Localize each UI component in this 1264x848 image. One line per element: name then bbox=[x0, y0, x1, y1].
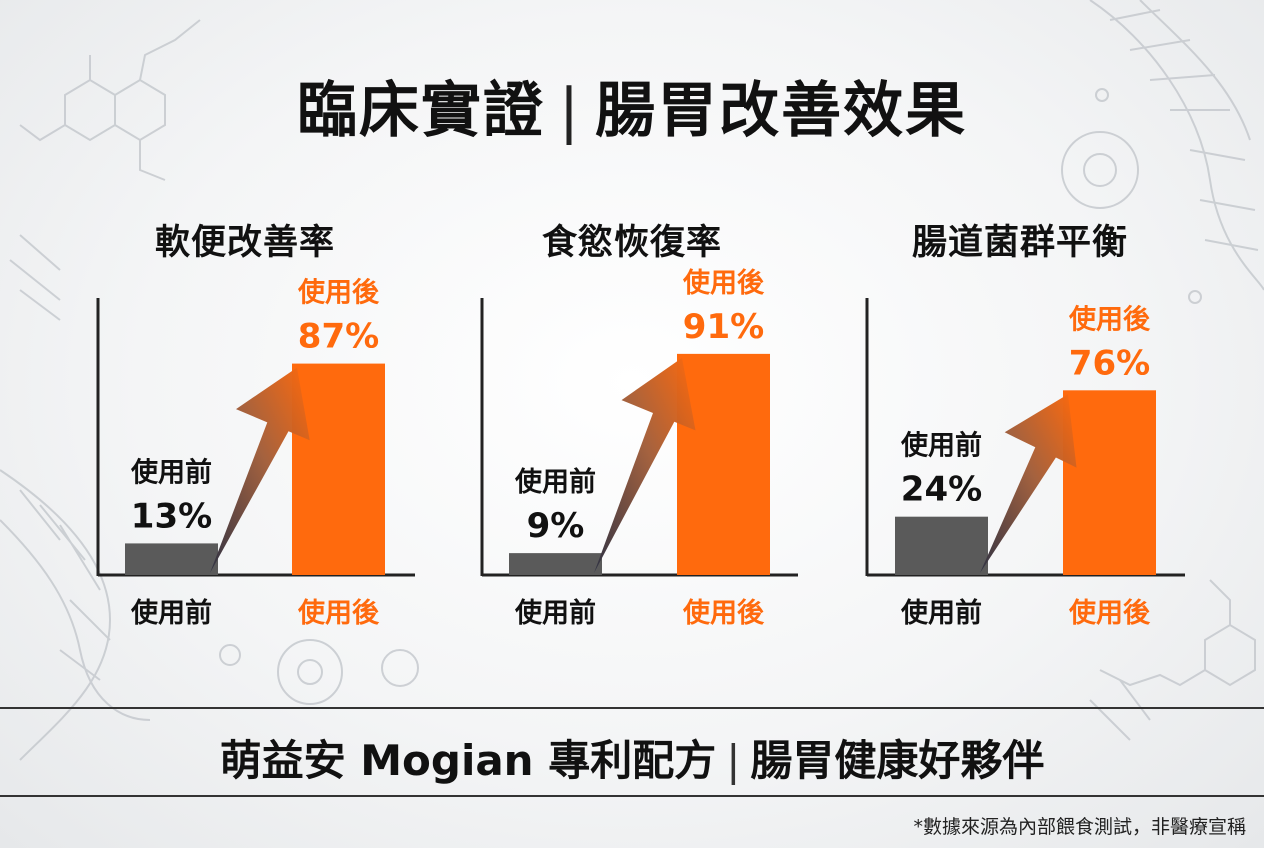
bar-before bbox=[509, 553, 602, 575]
footer-slogan: 萌益安 Mogian 專利配方 | 腸胃健康好夥伴 bbox=[0, 727, 1264, 788]
x-tick-label-before: 使用前 bbox=[900, 597, 982, 629]
x-tick-label-after: 使用後 bbox=[682, 598, 765, 629]
bar-before bbox=[125, 543, 218, 575]
bar-after-value: 91% bbox=[683, 307, 764, 347]
bar-after-label: 使用後 bbox=[1068, 304, 1151, 335]
increase-arrow bbox=[210, 367, 310, 573]
dna-strand bbox=[1139, 0, 1251, 141]
page-title-left: 臨床實證 bbox=[296, 76, 545, 146]
footnote-disclaimer: *數據來源為內部餵食測試，非醫療宣稱 bbox=[913, 816, 1246, 838]
dna-strand bbox=[1089, 0, 1264, 291]
bar-after-value: 76% bbox=[1069, 343, 1150, 383]
footer-bottom-rule bbox=[0, 795, 1264, 797]
page-title: 臨床實證 | 腸胃改善效果 bbox=[0, 62, 1264, 149]
cell bbox=[277, 639, 343, 705]
dna-strand bbox=[0, 519, 151, 721]
footer-divider: | bbox=[726, 736, 741, 785]
chart-title-appetite: 食慾恢復率 bbox=[541, 223, 722, 263]
bar-after bbox=[677, 353, 770, 575]
x-tick-label-before: 使用前 bbox=[514, 597, 596, 629]
bar-after bbox=[1063, 390, 1156, 575]
title-divider: | bbox=[558, 76, 582, 146]
bar-before-value: 24% bbox=[901, 470, 982, 510]
x-tick-label-after: 使用後 bbox=[1068, 598, 1151, 629]
x-tick-label-before: 使用前 bbox=[130, 597, 212, 629]
bar-before bbox=[895, 516, 988, 575]
footer-top-rule bbox=[0, 707, 1264, 709]
increase-arrow bbox=[980, 394, 1077, 573]
bar-after-value: 87% bbox=[298, 317, 379, 357]
bar-before-label: 使用前 bbox=[130, 456, 212, 488]
bar-after bbox=[292, 363, 385, 575]
bar-before-label: 使用前 bbox=[900, 430, 982, 462]
bar-before-value: 9% bbox=[527, 506, 585, 546]
bar-before-label: 使用前 bbox=[514, 466, 596, 498]
footer-brand: 萌益安 Mogian 專利配方 bbox=[219, 736, 717, 785]
bar-after-label: 使用後 bbox=[297, 278, 380, 309]
x-tick-label-after: 使用後 bbox=[297, 598, 380, 629]
cell bbox=[1061, 131, 1139, 209]
cell bbox=[381, 649, 419, 687]
chart-title-soft-stool: 軟便改善率 bbox=[154, 223, 335, 263]
increase-arrow bbox=[594, 357, 696, 573]
bar-after-label: 使用後 bbox=[682, 268, 765, 299]
footer-tagline: 腸胃健康好夥伴 bbox=[750, 736, 1045, 785]
dna-strand bbox=[0, 469, 112, 761]
chart-title-gut-flora: 腸道菌群平衡 bbox=[911, 223, 1128, 263]
bar-before-value: 13% bbox=[131, 496, 212, 536]
page-title-right: 腸胃改善效果 bbox=[595, 76, 968, 146]
